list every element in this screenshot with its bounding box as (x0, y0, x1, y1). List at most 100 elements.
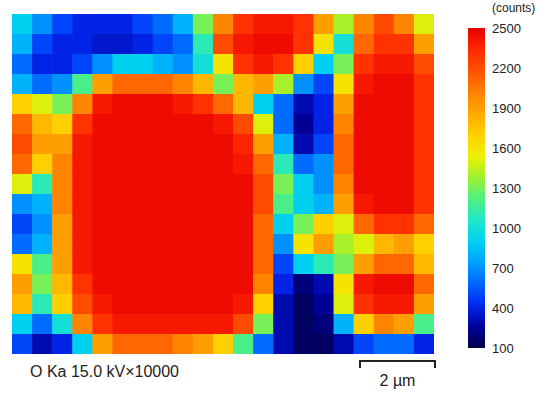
map-cell (173, 74, 194, 95)
map-cell (414, 274, 434, 295)
map-cell (273, 154, 294, 175)
map-cell (253, 14, 274, 35)
map-cell (414, 334, 434, 354)
map-cell (354, 114, 375, 135)
map-cell (313, 314, 334, 335)
map-cell (52, 194, 73, 215)
map-cell (273, 174, 294, 195)
map-cell (213, 154, 234, 175)
map-cell (293, 74, 314, 95)
map-cell (32, 314, 53, 335)
map-cell (133, 294, 154, 315)
map-cell (414, 114, 434, 135)
map-cell (293, 294, 314, 315)
map-cell (334, 334, 355, 354)
map-cell (193, 114, 214, 135)
map-cell (213, 314, 234, 335)
map-cell (112, 254, 133, 275)
map-cell (374, 274, 395, 295)
map-cell (354, 94, 375, 115)
map-cell (193, 194, 214, 215)
map-cell (334, 274, 355, 295)
map-cell (233, 74, 254, 95)
map-cell (233, 114, 254, 135)
map-cell (173, 174, 194, 195)
map-cell (273, 294, 294, 315)
map-cell (273, 214, 294, 235)
map-cell (293, 114, 314, 135)
map-cell (12, 134, 33, 155)
map-cell (112, 154, 133, 175)
map-cell (273, 14, 294, 35)
map-cell (233, 34, 254, 55)
map-cell (374, 114, 395, 135)
map-cell (213, 334, 234, 354)
map-cell (133, 214, 154, 235)
map-cell (414, 74, 434, 95)
map-cell (72, 94, 93, 115)
map-cell (133, 254, 154, 275)
map-cell (52, 274, 73, 295)
map-cell (233, 254, 254, 275)
map-cell (253, 94, 274, 115)
map-cell (133, 314, 154, 335)
map-cell (394, 94, 415, 115)
map-cell (313, 154, 334, 175)
map-cell (193, 94, 214, 115)
map-cell (92, 314, 113, 335)
map-cell (193, 254, 214, 275)
map-cell (313, 334, 334, 354)
map-cell (72, 154, 93, 175)
map-cell (92, 14, 113, 35)
map-cell (52, 334, 73, 354)
map-cell (374, 54, 395, 75)
map-cell (72, 174, 93, 195)
map-cell (12, 294, 33, 315)
map-cell (213, 114, 234, 135)
map-cell (32, 94, 53, 115)
map-cell (72, 194, 93, 215)
map-cell (374, 134, 395, 155)
map-cell (293, 134, 314, 155)
map-cell (394, 154, 415, 175)
map-cell (313, 54, 334, 75)
map-cell (273, 54, 294, 75)
map-cell (133, 134, 154, 155)
map-cell (193, 274, 214, 295)
map-cell (72, 314, 93, 335)
map-cell (12, 274, 33, 295)
map-cell (253, 174, 274, 195)
map-cell (213, 34, 234, 55)
map-cell (334, 154, 355, 175)
map-cell (193, 134, 214, 155)
map-cell (153, 274, 174, 295)
map-cell (414, 14, 434, 35)
map-cell (193, 174, 214, 195)
map-cell (253, 214, 274, 235)
map-cell (213, 54, 234, 75)
map-cell (354, 174, 375, 195)
map-cell (354, 234, 375, 255)
map-cell (153, 34, 174, 55)
map-cell (394, 254, 415, 275)
map-cell (313, 134, 334, 155)
map-cell (213, 254, 234, 275)
map-cell (313, 114, 334, 135)
map-cell (394, 14, 415, 35)
map-cell (193, 74, 214, 95)
map-cell (313, 234, 334, 255)
map-cell (92, 234, 113, 255)
map-cell (273, 134, 294, 155)
map-cell (133, 14, 154, 35)
map-cell (374, 94, 395, 115)
map-cell (374, 214, 395, 235)
map-cell (72, 134, 93, 155)
map-cell (133, 114, 154, 135)
map-cell (374, 294, 395, 315)
map-cell (173, 154, 194, 175)
map-cell (112, 334, 133, 354)
map-cell (394, 294, 415, 315)
colorbar-tick-label: 100 (492, 341, 514, 356)
map-cell (112, 54, 133, 75)
map-cell (414, 214, 434, 235)
